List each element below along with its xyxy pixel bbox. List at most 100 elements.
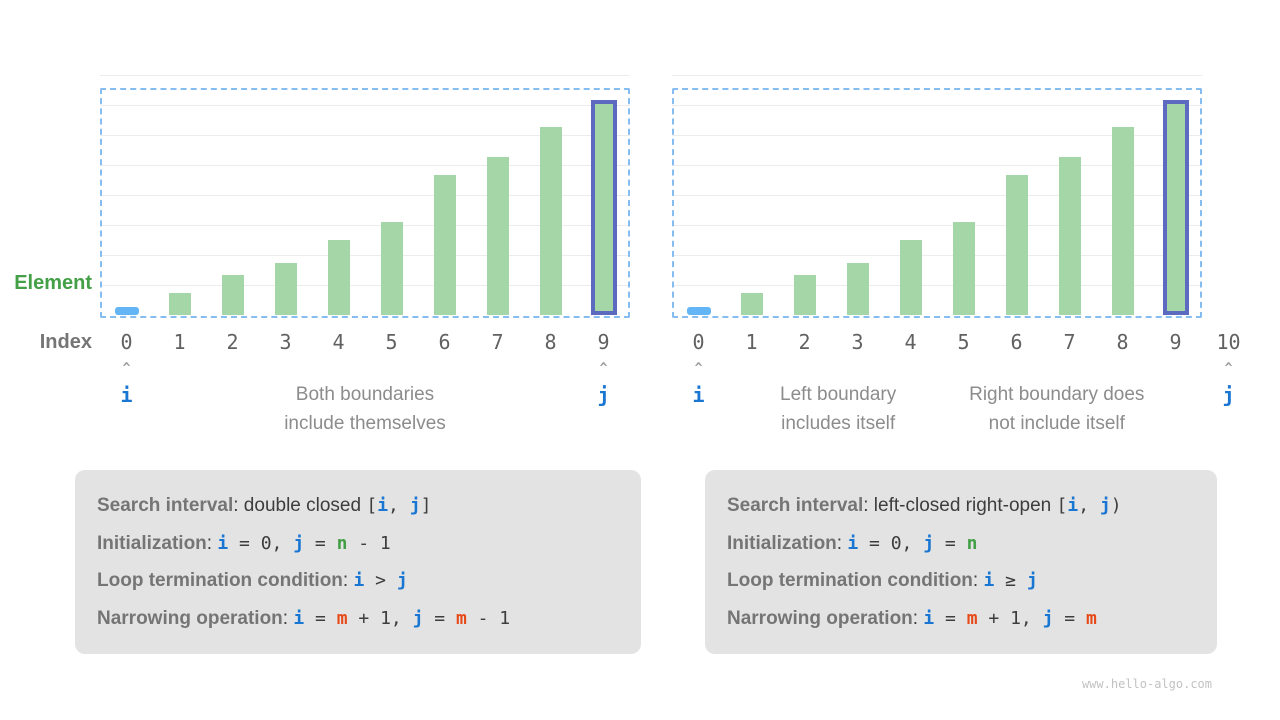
index-label: 1 bbox=[745, 330, 758, 354]
pointer-label-j: j bbox=[1222, 383, 1235, 407]
code-text: = 0, bbox=[858, 532, 924, 554]
caption-line: Right boundary does bbox=[969, 384, 1145, 405]
var-j: j bbox=[1099, 495, 1111, 516]
index-label: 0 bbox=[692, 330, 705, 354]
field-label: Loop termination condition bbox=[727, 570, 973, 591]
bar-cell bbox=[725, 75, 778, 315]
bar-cell bbox=[153, 75, 206, 315]
gridline bbox=[672, 105, 1202, 106]
index-label: 2 bbox=[798, 330, 811, 354]
index-row: 0 1 2 3 4 5 6 7 8 9 bbox=[100, 330, 630, 354]
bar-cell bbox=[418, 75, 471, 315]
search-range-boundary bbox=[672, 88, 1202, 318]
bar-cell bbox=[937, 75, 990, 315]
var-i: i bbox=[217, 532, 229, 554]
field-label: Loop termination condition bbox=[97, 570, 343, 591]
bar bbox=[433, 175, 456, 315]
index-label: 4 bbox=[332, 330, 345, 354]
code-text: [ bbox=[1056, 495, 1068, 516]
caption-line: Both boundaries bbox=[295, 384, 435, 405]
index-label: 0 bbox=[120, 330, 133, 354]
gridline bbox=[100, 165, 630, 166]
bar-cell bbox=[259, 75, 312, 315]
code-text: = bbox=[304, 607, 337, 629]
var-j: j bbox=[923, 532, 935, 554]
index-label: 6 bbox=[438, 330, 451, 354]
bar-cell bbox=[1202, 75, 1255, 315]
pointer-bar bbox=[114, 307, 139, 315]
bar bbox=[793, 275, 816, 315]
gridline bbox=[672, 195, 1202, 196]
gridline bbox=[672, 135, 1202, 136]
index-label: 8 bbox=[1116, 330, 1129, 354]
code-text: = bbox=[304, 532, 337, 554]
var-m: m bbox=[336, 607, 348, 629]
bar-cell bbox=[831, 75, 884, 315]
index-label: 7 bbox=[1063, 330, 1076, 354]
var-i: i bbox=[983, 570, 995, 591]
var-m: m bbox=[455, 607, 467, 629]
var-m: m bbox=[1085, 607, 1097, 629]
caption: Both boundaries include themselves bbox=[284, 380, 446, 438]
bar bbox=[274, 263, 297, 315]
var-j: j bbox=[1042, 607, 1054, 629]
caret-row: ^ ^ bbox=[672, 361, 1255, 376]
field-text: : bbox=[912, 607, 924, 629]
bar-cell bbox=[206, 75, 259, 315]
site-watermark: www.hello-algo.com bbox=[1081, 677, 1212, 691]
var-i: i bbox=[377, 495, 389, 516]
var-i: i bbox=[847, 532, 859, 554]
caption-line: not include itself bbox=[988, 413, 1125, 434]
info-line: Loop termination condition: i ≥ j bbox=[727, 562, 1195, 600]
index-label: 2 bbox=[226, 330, 239, 354]
bar-cell bbox=[471, 75, 524, 315]
code-text: - 1 bbox=[347, 532, 391, 554]
bar bbox=[952, 222, 975, 315]
var-n: n bbox=[966, 532, 978, 554]
var-i: i bbox=[1067, 495, 1079, 516]
bar-cell bbox=[100, 75, 153, 315]
field-label: Narrowing operation bbox=[727, 607, 913, 629]
bar bbox=[380, 222, 403, 315]
bar bbox=[1111, 127, 1134, 315]
bar bbox=[168, 293, 191, 315]
code-text: ) bbox=[1110, 495, 1122, 516]
bar-cell bbox=[778, 75, 831, 315]
field-label: Initialization bbox=[727, 532, 837, 554]
field-text: : left-closed right-open bbox=[863, 495, 1057, 516]
index-label: 3 bbox=[279, 330, 292, 354]
info-line: Narrowing operation: i = m + 1, j = m bbox=[727, 600, 1195, 638]
element-axis-label: Element bbox=[14, 272, 92, 294]
info-box-left-closed-right-open: Search interval: left-closed right-open … bbox=[705, 470, 1217, 654]
gridline bbox=[100, 105, 630, 106]
index-label: 9 bbox=[1169, 330, 1182, 354]
caption: Right boundary does not include itself bbox=[969, 380, 1144, 438]
caret-row: ^ ^ bbox=[100, 361, 630, 376]
var-j: j bbox=[1026, 570, 1038, 591]
var-i: i bbox=[293, 607, 305, 629]
index-label: 5 bbox=[385, 330, 398, 354]
code-text: = 0, bbox=[228, 532, 294, 554]
caret-marker: ^ bbox=[599, 361, 608, 376]
field-text: : double closed bbox=[233, 495, 367, 516]
gridline bbox=[100, 195, 630, 196]
info-line: Search interval: left-closed right-open … bbox=[727, 487, 1195, 525]
caption: Left boundary includes itself bbox=[780, 380, 896, 438]
var-j: j bbox=[396, 570, 408, 591]
index-label: 1 bbox=[173, 330, 186, 354]
index-label: 9 bbox=[597, 330, 610, 354]
code-text: , bbox=[1078, 495, 1100, 516]
bar bbox=[899, 240, 922, 315]
index-label: 10 bbox=[1216, 330, 1241, 354]
code-text: > bbox=[364, 570, 397, 591]
index-label: 5 bbox=[957, 330, 970, 354]
info-line: Search interval: double closed [i, j] bbox=[97, 487, 619, 525]
info-line: Initialization: i = 0, j = n bbox=[727, 525, 1195, 563]
code-text: = bbox=[934, 532, 967, 554]
var-j: j bbox=[412, 607, 424, 629]
index-axis-label: Index bbox=[39, 331, 92, 353]
pointer-label-j: j bbox=[597, 383, 610, 407]
code-text: , bbox=[388, 495, 410, 516]
bar-cell bbox=[990, 75, 1043, 315]
